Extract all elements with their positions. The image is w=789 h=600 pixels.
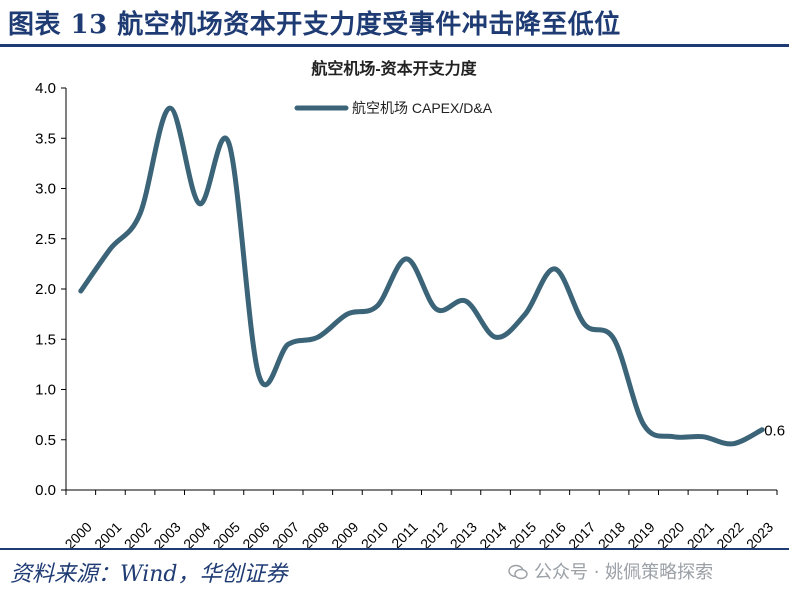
y-tick-label: 2.0 [35,281,56,298]
y-tick-label: 3.0 [35,181,56,198]
title-rule [0,44,789,47]
y-tick-label: 0.0 [35,482,56,499]
x-tick-label: 2017 [565,519,598,548]
wechat-icon [508,564,528,580]
y-tick-label: 3.5 [35,130,56,147]
y-tick-label: 1.0 [35,382,56,399]
x-tick-label: 2000 [62,519,95,548]
x-tick-label: 2014 [476,519,509,548]
x-tick-label: 2018 [595,519,628,548]
x-tick-label: 2023 [743,519,776,548]
x-tick-label: 2006 [239,519,272,548]
x-tick-label: 2002 [121,519,154,548]
watermark: 公众号 · 姚佩策略探索 [508,558,713,584]
x-tick-label: 2005 [210,519,243,548]
x-tick-label: 2022 [713,519,746,548]
chart-title: 航空机场-资本开支力度 [311,59,477,78]
watermark-text: 公众号 · 姚佩策略探索 [534,562,714,583]
axes: 0.00.51.01.52.02.53.03.54.02000200120022… [35,80,778,548]
line-chart: 航空机场-资本开支力度 航空机场 CAPEX/D&A 0.0 0.5 1.0 1.5 2… [35,59,785,548]
x-tick-label: 2012 [417,519,450,548]
footer-rule [0,548,789,550]
x-tick-label: 2001 [91,519,124,548]
x-tick-label: 2003 [150,519,183,548]
y-tick-label: 1.5 [35,331,56,348]
x-tick-label: 2019 [624,519,657,548]
x-tick-label: 2016 [536,519,569,548]
x-tick-label: 2009 [328,519,361,548]
x-tick-label: 2020 [654,519,687,548]
x-tick-label: 2013 [447,519,480,548]
x-tick-label: 2021 [684,519,717,548]
x-tick-label: 2004 [180,519,213,548]
x-tick-label: 2010 [358,519,391,548]
figure-title: 图表 13 航空机场资本开支力度受事件冲击降至低位 [8,10,621,40]
end-value-label: 0.6 [764,423,785,440]
x-tick-label: 2008 [299,519,332,548]
series-line: 0.6 [78,105,785,447]
source-note: 资料来源：Wind，华创证券 [10,562,288,587]
legend: 航空机场 CAPEX/D&A [294,100,493,116]
y-tick-label: 4.0 [35,80,56,97]
y-tick-label: 2.5 [35,231,56,248]
legend-label: 航空机场 CAPEX/D&A [352,100,493,116]
x-tick-label: 2007 [269,519,302,548]
y-tick-label: 0.5 [35,432,56,449]
x-tick-label: 2015 [506,519,539,548]
series-path [78,105,765,447]
x-tick-label: 2011 [388,519,421,548]
